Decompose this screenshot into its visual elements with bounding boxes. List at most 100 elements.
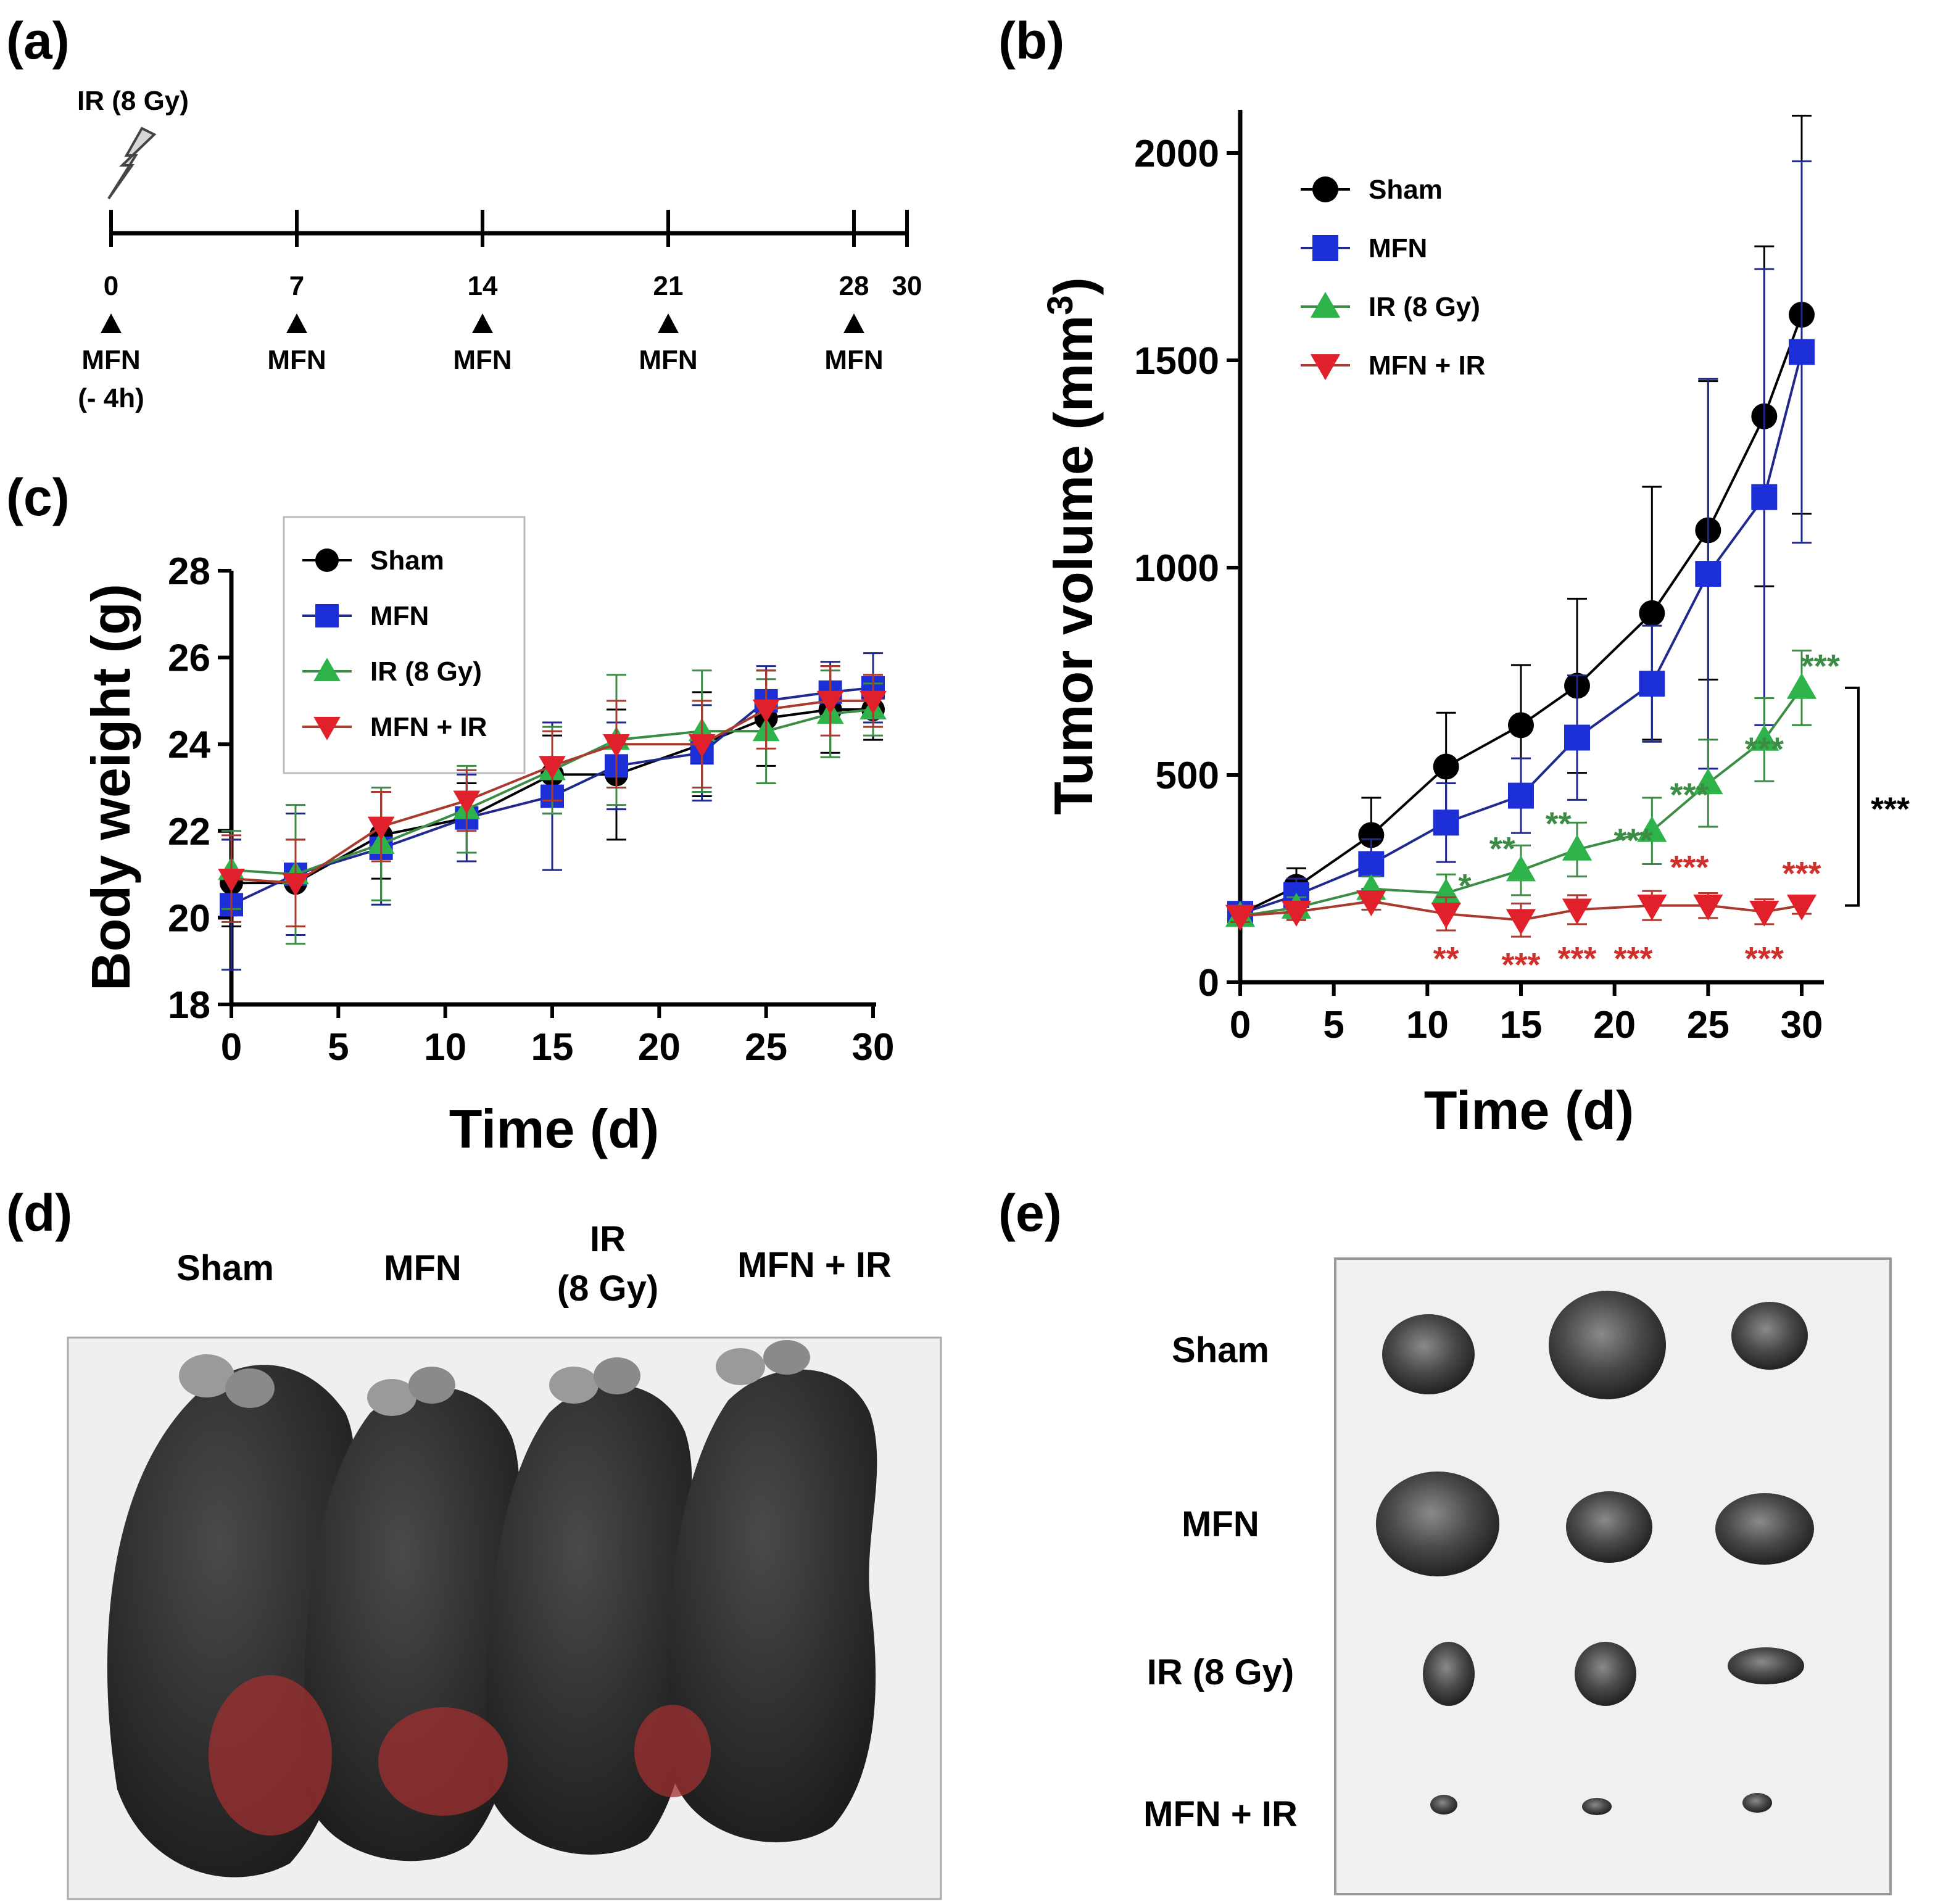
data-point [453, 790, 481, 814]
mouse-combo [668, 1340, 877, 1842]
tumor-ir-2 [1575, 1642, 1636, 1706]
data-point [1786, 673, 1817, 699]
x-tick-label: 15 [1500, 1004, 1543, 1046]
tumor-ir-3 [1728, 1647, 1804, 1684]
y-axis-title: Tumor volume (mm3) [1040, 277, 1104, 815]
tumor-mfn-3 [1715, 1493, 1814, 1565]
injection-arrow-icon [843, 313, 864, 333]
y-tick-label: 20 [168, 897, 210, 940]
group-label-mfn: MFN [384, 1248, 462, 1288]
group-label-sham: Sham [176, 1248, 274, 1288]
injection-arrow-icon [658, 313, 679, 333]
panel-label-d: (d) [6, 1184, 72, 1242]
y-tick-label: 26 [168, 637, 210, 680]
data-point [1695, 561, 1721, 587]
timeline-day-label: 7 [289, 271, 304, 301]
series-line [231, 686, 874, 906]
panel-label-c: (c) [6, 468, 70, 526]
significance-ir: *** [1613, 822, 1652, 859]
legend-marker [313, 658, 341, 682]
y-axis-title-sup: 3 [1040, 296, 1080, 315]
series-line [1240, 900, 1802, 922]
data-point [1431, 903, 1461, 929]
y-axis-title: Body weight (g) [80, 584, 141, 991]
plot-area [218, 652, 887, 971]
data-point [1639, 600, 1665, 626]
data-point [282, 873, 309, 897]
data-point [1358, 822, 1385, 848]
y-tick-label: 18 [168, 984, 210, 1027]
significance-ir: *** [1801, 648, 1840, 685]
panel-label-b: (b) [998, 12, 1064, 70]
tumor-sham-3 [1731, 1302, 1808, 1370]
body-weight-chart: 18 20 22 24 26 28 0 5 10 15 20 25 30 Time (d) Body … [80, 516, 895, 1159]
injection-label: MFN [81, 345, 140, 375]
y-tick-label: 500 [1156, 755, 1219, 797]
timeline-day-label: 14 [468, 271, 498, 301]
tumor-mfn-1 [1376, 1471, 1499, 1576]
significance-annotations: ***** ************** *** *** *************** [1433, 648, 1910, 983]
tumor-sham-1 [1382, 1314, 1475, 1394]
y-tick-label: 1500 [1134, 340, 1219, 383]
y-ticks: 0 500 1000 1500 2000 [1134, 133, 1240, 1004]
significance-ir: ** [1489, 830, 1515, 867]
legend-marker [1310, 354, 1341, 381]
data-point [1749, 724, 1779, 751]
row-label-combo: MFN + IR [1143, 1794, 1298, 1834]
legend-label-mfn: MFN [370, 601, 429, 631]
data-point [1749, 900, 1779, 927]
group-label-ir: IR [590, 1219, 626, 1259]
x-tick-label: 5 [1323, 1004, 1344, 1046]
timeline-day-label: 30 [892, 271, 922, 301]
significance-combo: *** [1613, 940, 1652, 977]
tumor-combo-3 [1742, 1793, 1772, 1813]
data-point [1506, 909, 1536, 935]
tumor-ir-1 [1423, 1642, 1475, 1706]
x-tick-label: 30 [852, 1026, 895, 1069]
series-mfn-ir [218, 665, 887, 927]
x-tick-label: 0 [1230, 1004, 1251, 1046]
y-axis-title-close: ) [1043, 277, 1104, 295]
legend-label-sham: Sham [1369, 175, 1443, 205]
legend-label-mfn-ir: MFN + IR [370, 712, 487, 742]
row-label-ir: IR (8 Gy) [1147, 1652, 1294, 1692]
y-tick-label: 24 [168, 724, 210, 766]
data-point [539, 756, 566, 780]
legend-label-ir-8-gy: IR (8 Gy) [370, 656, 482, 687]
timeline-ticks: 0 7 14 21 28 30 MFN MFN MFN MFN MFN (- 4h) [78, 210, 922, 413]
x-tick-label: 20 [1593, 1004, 1636, 1046]
tumor-highlight-mfn [378, 1707, 508, 1816]
x-tick-label: 25 [745, 1026, 787, 1069]
data-point [860, 690, 887, 714]
data-point [1639, 671, 1665, 697]
x-tick-label: 10 [1406, 1004, 1449, 1046]
data-point [1786, 894, 1817, 921]
legend-marker [1312, 235, 1338, 261]
data-point [1433, 809, 1459, 836]
data-point [1693, 768, 1723, 795]
data-point [1225, 904, 1256, 931]
data-point [1506, 855, 1536, 882]
data-point [1508, 782, 1534, 809]
series-mfn-ir [1225, 890, 1817, 938]
tumor-highlight-sham [209, 1675, 332, 1836]
injection-arrow-icon [472, 313, 493, 333]
significance-combo: *** [1782, 855, 1821, 892]
series-line [1240, 687, 1803, 917]
data-point [1281, 900, 1312, 927]
data-point [1693, 894, 1723, 921]
data-point [1637, 816, 1667, 842]
series-line [231, 699, 873, 885]
injection-arrow-icon [286, 313, 307, 333]
data-point [1508, 712, 1534, 739]
row-label-sham: Sham [1172, 1330, 1269, 1370]
data-point [1358, 851, 1385, 877]
injection-label: MFN [639, 345, 697, 375]
significance-combo: *** [1557, 940, 1596, 977]
injection-label: MFN [453, 345, 512, 375]
y-tick-label: 1000 [1134, 547, 1219, 590]
series-mfn [1227, 160, 1815, 927]
x-tick-label: 30 [1781, 1004, 1823, 1046]
legend-marker [1312, 176, 1338, 202]
